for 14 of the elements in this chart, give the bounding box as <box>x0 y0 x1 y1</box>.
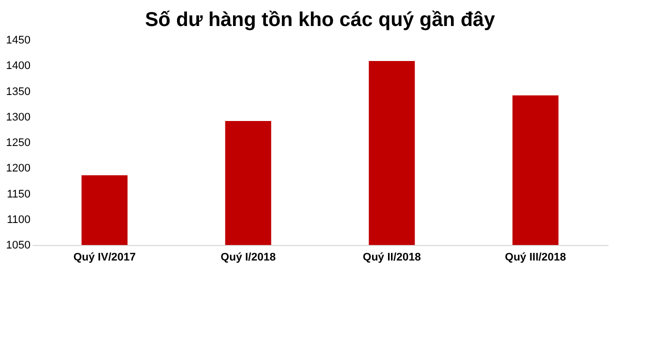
x-tick-label: Quý IV/2017 <box>73 252 136 264</box>
x-tick-label: Quý I/2018 <box>220 252 276 264</box>
x-tick-label: Quý III/2018 <box>504 252 566 264</box>
y-tick-label: 1150 <box>6 188 30 200</box>
y-tick-label: 1400 <box>6 60 30 72</box>
y-tick-label: 1350 <box>6 86 30 98</box>
y-tick-label: 1300 <box>6 111 30 124</box>
y-tick-label: 1250 <box>6 137 30 149</box>
x-tick-label: Quý II/2018 <box>362 252 421 264</box>
y-tick-label: 1100 <box>6 214 30 226</box>
y-tick-label: 1050 <box>6 240 30 252</box>
y-tick-label: 1200 <box>6 162 30 175</box>
chart-title: Số dư hàng tồn kho các quý gần đây <box>144 9 496 31</box>
y-tick-label: 1450 <box>6 34 30 46</box>
